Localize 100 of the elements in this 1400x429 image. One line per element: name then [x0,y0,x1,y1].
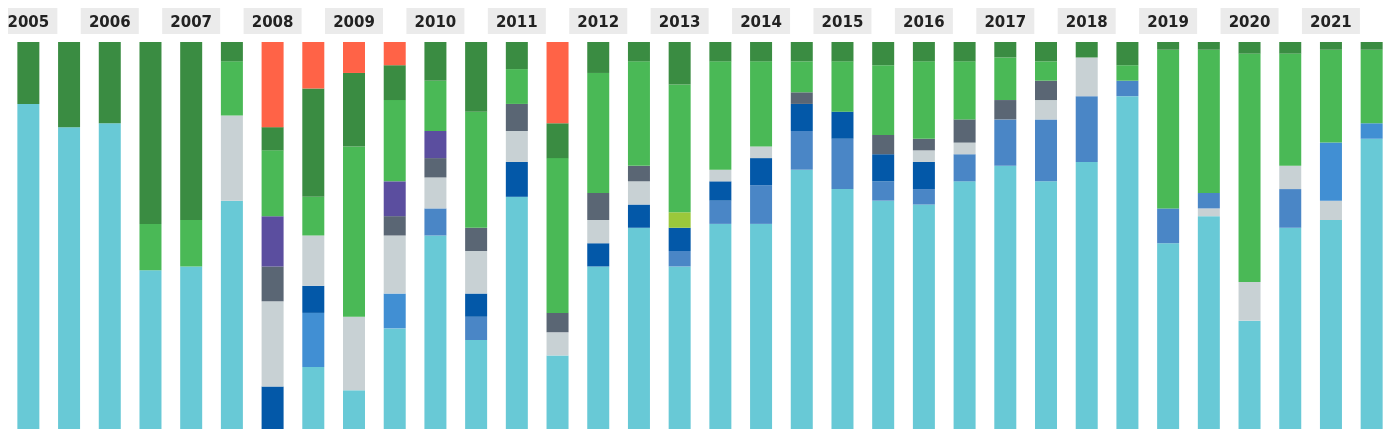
x-tick-label: 2006 [88,13,131,31]
x-tick-label: 2009 [333,13,375,31]
bar [750,158,773,186]
bar [750,223,773,429]
bar [1319,220,1342,429]
bar [261,216,284,267]
bar [1360,138,1383,429]
bar [912,42,935,62]
bar [1279,53,1302,166]
bar [1075,96,1098,162]
bar [831,61,854,112]
x-tick-label: 2012 [577,13,620,31]
bar [302,235,325,286]
bar [709,200,732,224]
bar [98,42,121,124]
bar [1238,281,1261,321]
bar [912,138,935,151]
bar [302,196,325,236]
bar [505,196,528,429]
bar [790,169,813,429]
bar [1035,61,1058,81]
bar [1116,42,1139,66]
bar [1035,80,1058,101]
bar [1157,49,1180,209]
bar [424,177,447,209]
x-tick-label: 2015 [821,13,864,31]
bar [1116,96,1139,429]
bar [790,131,813,170]
x-tick-label: 2017 [984,13,1027,31]
bar [1197,208,1220,217]
bar [465,250,488,294]
bar [1157,243,1180,429]
bar [668,42,691,85]
x-tick-label: 2013 [658,13,701,31]
bar [1197,49,1220,193]
bar [383,216,406,236]
bar [1360,42,1383,50]
bar [750,42,773,62]
bar [546,123,569,159]
bar [953,61,976,120]
bar [587,42,610,73]
bar [343,146,366,317]
bar [139,270,162,429]
bar [1360,49,1383,124]
bar [220,115,243,201]
bar [261,150,284,217]
bar [17,42,40,104]
bar [587,266,610,429]
bar [343,72,366,147]
bar [1319,42,1342,50]
bar [709,61,732,170]
bar [383,100,406,182]
bar [750,61,773,147]
bar [1279,189,1302,228]
bar [790,103,813,132]
bar [953,119,976,143]
bar [790,61,813,93]
bar [831,138,854,190]
bar [546,332,569,356]
bar [750,185,773,224]
bar [1035,100,1058,120]
bar [505,42,528,70]
bar [383,235,406,294]
bar [302,88,325,197]
bar [546,312,569,333]
bar [668,250,691,267]
bar [709,223,732,429]
bar [546,355,569,429]
bar [139,42,162,224]
bar [1035,42,1058,62]
bar [1035,181,1058,429]
bar [587,243,610,267]
bar [98,123,121,429]
bar [302,367,325,429]
bar [465,42,488,112]
x-tick-label: 2010 [414,13,457,31]
bar [912,61,935,139]
x-tick-label: 2014 [740,13,782,31]
bar [261,386,284,429]
bar [383,42,406,66]
bar [709,169,732,182]
bar [261,42,284,128]
x-tick-label: 2007 [170,13,213,31]
bar [220,42,243,62]
bar [1116,65,1139,81]
bar [872,200,895,429]
bar [1035,119,1058,182]
bar [424,208,447,236]
bar [953,42,976,62]
bar [180,220,203,267]
bar [709,42,732,62]
bar [872,134,895,155]
bar [1360,123,1383,139]
bar [912,150,935,162]
bar [1319,142,1342,201]
bar [912,204,935,429]
bar [465,339,488,429]
bar [424,235,447,429]
bar [424,158,447,178]
bar [302,285,325,313]
